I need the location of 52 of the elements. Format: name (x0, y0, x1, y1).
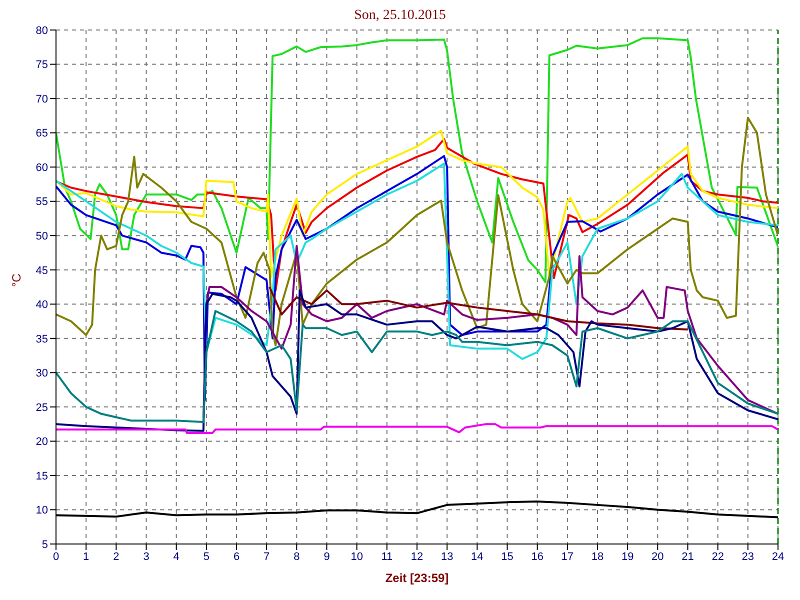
x-tick-label: 12 (410, 550, 424, 563)
y-tick-label: 35 (36, 333, 48, 346)
line-series (56, 289, 778, 432)
x-tick-label: 7 (264, 550, 270, 563)
y-tick-label: 70 (36, 93, 48, 106)
x-tick-label: 10 (350, 550, 363, 563)
y-tick-label: 60 (36, 162, 48, 174)
y-tick-label: 65 (36, 128, 48, 140)
x-tick-label: 1 (83, 550, 90, 563)
line-series (268, 286, 689, 330)
line-series (56, 162, 778, 360)
x-tick-label: 20 (652, 550, 664, 563)
y-tick-label: 45 (36, 264, 48, 277)
x-tick-label: 23 (742, 550, 754, 563)
y-tick-label: 10 (36, 504, 48, 517)
chart-title: Son, 25.10.2015 (353, 8, 447, 25)
x-tick-label: 19 (621, 550, 634, 563)
line-series (56, 423, 778, 434)
y-tick-label: 30 (36, 368, 48, 380)
x-tick-label: 22 (712, 550, 724, 563)
x-tick-label: 2 (113, 550, 120, 563)
x-axis-title: Zeit [23:59] (385, 571, 449, 585)
y-tick-label: 75 (36, 59, 48, 72)
y-tick-label: 5 (42, 538, 48, 551)
x-tick-label: 15 (501, 550, 514, 563)
x-tick-label: 21 (682, 550, 694, 563)
line-series (56, 155, 778, 402)
x-tick-label: 13 (440, 550, 454, 563)
y-tick-label: 50 (36, 230, 48, 243)
y-tick-label: 20 (36, 436, 48, 448)
y-tick-label: 15 (36, 470, 48, 482)
x-tick-label: 6 (233, 550, 240, 563)
x-tick-label: 0 (52, 550, 60, 563)
line-series (56, 37, 778, 284)
x-tick-label: 24 (772, 550, 784, 563)
y-tick-label: 55 (36, 196, 48, 208)
x-tick-label: 9 (324, 550, 330, 563)
line-series (56, 310, 778, 424)
x-tick-label: 18 (591, 550, 604, 563)
line-series (56, 116, 778, 346)
y-tick-label: 80 (36, 24, 48, 37)
x-tick-label: 14 (471, 550, 484, 563)
x-tick-label: 17 (561, 550, 574, 563)
x-tick-label: 3 (143, 550, 150, 563)
x-tick-label: 5 (203, 550, 210, 563)
x-tick-label: 11 (381, 550, 393, 563)
y-tick-label: 25 (36, 402, 48, 414)
x-tick-label: 16 (531, 550, 544, 563)
y-tick-label: 40 (36, 299, 48, 312)
y-axis-title: °C (9, 273, 24, 287)
x-tick-label: 4 (173, 550, 180, 563)
x-tick-label: 8 (294, 550, 300, 563)
